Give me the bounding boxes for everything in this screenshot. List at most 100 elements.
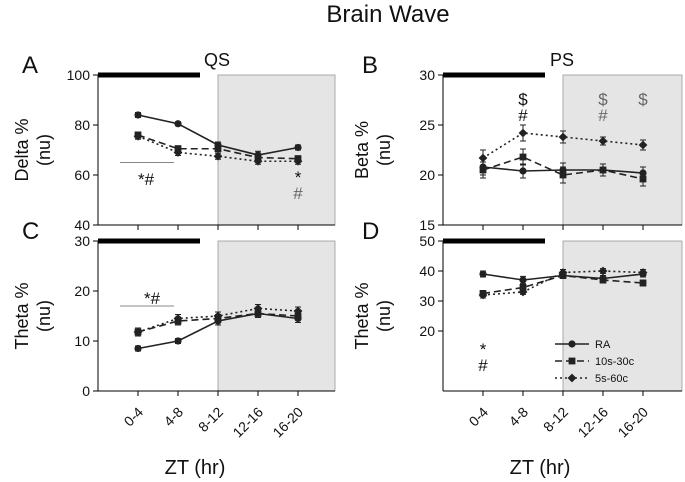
data-point	[134, 111, 142, 119]
legend-entry: 10s-30c	[555, 356, 635, 368]
x-tick-label: 8-12	[195, 404, 226, 435]
data-point	[173, 148, 183, 157]
dark-period-bar	[443, 238, 545, 244]
series-5s-60c	[478, 266, 648, 300]
x-axis-label: ZT (hr)	[165, 457, 226, 479]
series-line	[482, 132, 644, 159]
data-point	[174, 337, 182, 345]
data-point	[134, 344, 142, 353]
x-tick-label: 12-16	[574, 404, 611, 441]
y-tick-label: 30	[419, 293, 435, 309]
data-point	[519, 153, 527, 161]
panel-c: 0 10 20 30 0-4 4-8 8-12 12-16 16-20 C Theta % (nu) *…	[12, 218, 336, 441]
x-axis-label: ZT (hr)	[510, 457, 571, 479]
shaded-region	[562, 240, 683, 392]
legend-label: RA	[595, 339, 611, 351]
y-tick-label: 20	[419, 323, 435, 339]
data-point	[518, 128, 528, 138]
data-point	[213, 311, 223, 321]
data-point	[478, 290, 488, 300]
x-tick-label: 0-4	[120, 404, 146, 430]
legend-marker	[568, 340, 576, 348]
data-point	[639, 175, 647, 183]
y-tick-label: 60	[74, 167, 90, 183]
data-point	[518, 287, 528, 297]
series-ra	[134, 111, 302, 160]
x-tick-label: 4-8	[505, 404, 531, 430]
y-tick-label: 20	[419, 167, 435, 183]
panel-letter: B	[362, 52, 378, 79]
data-point	[254, 310, 262, 317]
data-point	[599, 166, 607, 174]
x-tick-label: 0-4	[465, 404, 491, 430]
panel-d: 20 30 40 50 0-4 4-8 8-12 12-16 16-20 D Theta % (nu)…	[352, 218, 683, 441]
data-point	[294, 143, 302, 152]
y-tick-label: 30	[74, 233, 90, 249]
significance-marker: #	[478, 356, 488, 375]
data-point	[638, 268, 648, 277]
data-point	[133, 131, 143, 141]
y-tick-label: 100	[67, 67, 91, 83]
legend-label: 10s-30c	[595, 356, 635, 368]
data-point	[293, 306, 303, 316]
legend-marker	[567, 373, 577, 383]
data-point	[519, 276, 527, 284]
panel-a: 40 60 80 100 A QS Delta % (nu) *# *#	[12, 50, 336, 233]
y-tick-label: 20	[74, 283, 90, 299]
series-line	[137, 135, 298, 163]
significance-marker: *	[295, 168, 302, 187]
series-5s-60c	[133, 304, 303, 337]
x-tick-label: 12-16	[229, 404, 266, 441]
data-point	[213, 151, 223, 161]
data-point	[133, 327, 143, 337]
legend: RA 10s-30c 5s-60c	[555, 339, 635, 385]
significance-marker: $	[518, 90, 528, 109]
significance-marker: #	[518, 106, 528, 125]
panel-letter: C	[22, 218, 39, 245]
data-point	[598, 136, 608, 146]
legend-entry: 5s-60c	[555, 373, 629, 385]
series-line	[137, 307, 299, 333]
x-tick-label: 16-20	[269, 404, 306, 441]
data-point	[253, 304, 263, 313]
data-point	[519, 284, 527, 291]
significance-marker: #	[293, 184, 303, 203]
series-line	[482, 270, 644, 296]
data-point	[478, 153, 488, 163]
data-point	[214, 145, 222, 153]
significance-marker: #	[598, 106, 608, 125]
y-axis-label: Delta %	[12, 118, 32, 181]
series-5s-60c	[133, 131, 303, 166]
y-tick-label: 40	[419, 263, 435, 279]
series-line	[482, 156, 644, 180]
data-point	[599, 276, 607, 284]
y-tick-label: 50	[419, 233, 435, 249]
dark-period-bar	[98, 238, 200, 244]
y-tick-label: 80	[74, 117, 90, 133]
data-point	[479, 166, 487, 174]
data-point	[558, 132, 568, 142]
y-tick-label: 10	[74, 333, 90, 349]
data-point	[598, 266, 608, 276]
x-tick-label: 16-20	[614, 404, 651, 441]
data-point	[293, 156, 303, 166]
y-tick-label: 25	[419, 117, 435, 133]
y-tick-label: 0	[82, 383, 90, 399]
data-point	[638, 140, 648, 150]
series-10s-30c	[479, 148, 647, 187]
significance-marker: *#	[144, 289, 161, 308]
panel-title: QS	[204, 50, 230, 70]
y-axis-unit: (nu)	[374, 300, 394, 332]
y-tick-label: 15	[419, 217, 435, 233]
y-axis-unit: (nu)	[374, 134, 394, 166]
significance-marker: *#	[138, 170, 155, 189]
y-axis-label: Theta %	[12, 282, 32, 349]
y-axis-unit: (nu)	[34, 134, 54, 166]
x-tick-label: 8-12	[540, 404, 571, 435]
data-point	[558, 268, 568, 277]
significance-marker: $	[598, 90, 608, 109]
data-point	[253, 156, 263, 166]
